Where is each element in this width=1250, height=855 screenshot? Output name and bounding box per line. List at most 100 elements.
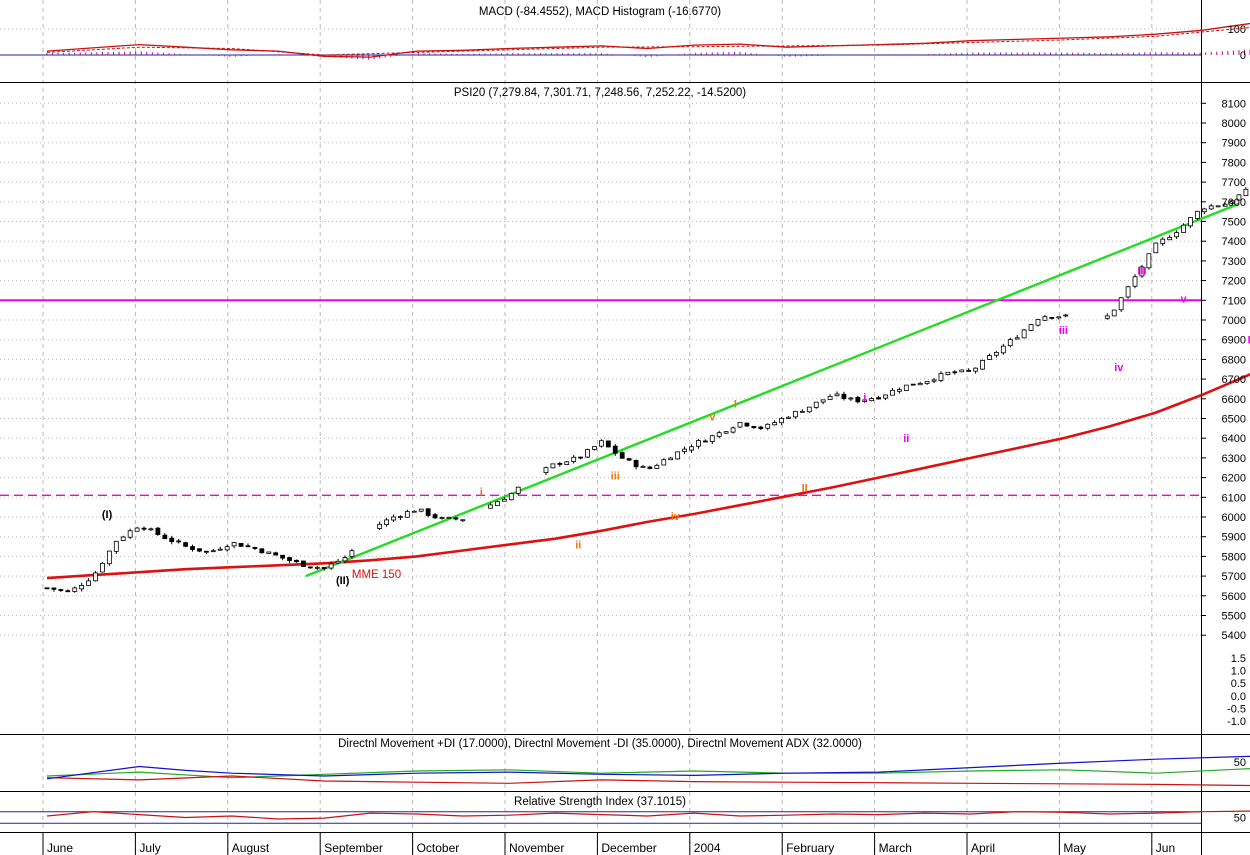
candle-body xyxy=(238,543,244,547)
candle-body xyxy=(231,542,237,547)
candle-body xyxy=(848,397,854,400)
candle-body xyxy=(1236,194,1242,201)
candle-body xyxy=(404,511,410,518)
candle-body xyxy=(696,440,701,447)
month-label: March xyxy=(879,841,912,855)
indicator-scale-label: 1.5 xyxy=(1231,653,1246,665)
ema-150-line xyxy=(46,372,1250,580)
candle-body xyxy=(605,440,611,448)
candle-body xyxy=(668,457,674,461)
candle-body xyxy=(169,537,175,543)
candle-body xyxy=(335,560,341,564)
price-panel: MME 150 xyxy=(0,187,1250,593)
candle-body xyxy=(495,501,500,506)
candle-body xyxy=(384,519,389,525)
candle-body xyxy=(550,463,556,469)
indicator-scale-label: 0.0 xyxy=(1231,691,1246,703)
candle-body xyxy=(44,587,50,590)
trend-line xyxy=(305,202,1240,578)
candle-body xyxy=(203,550,209,553)
candle-body xyxy=(418,508,424,512)
candle-body xyxy=(1229,200,1235,204)
candle-body xyxy=(294,559,299,563)
month-label: July xyxy=(139,841,160,855)
y-tick-label: 6500 xyxy=(1222,414,1246,426)
wave-label: iv xyxy=(1114,362,1124,374)
y-tick-label: 6100 xyxy=(1222,492,1246,504)
candle-body xyxy=(79,584,85,590)
candle-body xyxy=(1063,314,1069,317)
candle-body xyxy=(980,360,985,370)
candle-body xyxy=(890,389,895,396)
y-tick-label: 7800 xyxy=(1222,157,1246,169)
candle-body xyxy=(841,393,847,400)
y-tick-label: 7000 xyxy=(1222,315,1246,327)
candle-body xyxy=(1049,317,1055,319)
macd-line xyxy=(46,22,1250,58)
candle-body xyxy=(391,516,396,521)
candle-body xyxy=(592,446,597,450)
candle-body xyxy=(806,406,812,413)
candle-body xyxy=(259,548,265,554)
candle-body xyxy=(820,399,826,403)
month-label: November xyxy=(509,841,564,855)
candle-body xyxy=(973,367,979,372)
y-tick-label: 7100 xyxy=(1222,295,1246,307)
candle-body xyxy=(488,504,493,509)
grid-layer xyxy=(0,0,1201,855)
month-label: October xyxy=(417,841,460,855)
candle-body xyxy=(446,516,452,519)
candle-body xyxy=(1215,205,1221,208)
candle-body xyxy=(779,417,784,424)
candle-body xyxy=(862,399,868,402)
candle-body xyxy=(342,557,348,562)
candle-body xyxy=(176,540,182,543)
candle-body xyxy=(65,590,71,593)
dmi-line-di xyxy=(46,775,1250,787)
y-tick-label: 7200 xyxy=(1222,276,1246,288)
candle-body xyxy=(1000,345,1006,354)
candle-body xyxy=(883,394,888,399)
candle-body xyxy=(377,523,383,529)
candle-body xyxy=(460,519,466,522)
candle-body xyxy=(148,528,154,531)
candle-body xyxy=(966,369,972,372)
candle-body xyxy=(910,383,916,386)
candle-body xyxy=(411,510,417,513)
indicator-scale-label: -0.5 xyxy=(1227,703,1246,715)
wave-label: ii xyxy=(903,433,909,445)
candle-body xyxy=(585,449,590,458)
candle-body xyxy=(702,440,708,443)
month-label: August xyxy=(232,841,270,855)
candle-body xyxy=(834,393,840,397)
candle-body xyxy=(1007,339,1013,347)
candle-body xyxy=(1111,309,1117,317)
month-label: September xyxy=(324,841,383,855)
candle-body xyxy=(647,466,653,469)
candle-body xyxy=(1153,242,1159,254)
candle-body xyxy=(51,587,57,590)
y-tick-label: 7900 xyxy=(1222,138,1246,150)
y-tick-label: 5600 xyxy=(1222,591,1246,603)
month-label: June xyxy=(47,841,73,855)
wave-label: (I) xyxy=(102,509,113,521)
candle-body xyxy=(1104,315,1110,319)
rsi-title: Relative Strength Index (37.1015) xyxy=(514,796,686,808)
candle-body xyxy=(557,463,563,465)
month-label: 2004 xyxy=(694,841,721,855)
dmi-line-di xyxy=(46,768,1250,779)
y-tick-label: 8000 xyxy=(1222,118,1246,130)
y-tick-label: 6600 xyxy=(1222,394,1246,406)
y-tick-label: 6000 xyxy=(1222,512,1246,524)
wave-label: v xyxy=(709,411,716,423)
candle-body xyxy=(245,545,251,548)
y-tick-label: 5700 xyxy=(1222,571,1246,583)
y-tick-label: 6900 xyxy=(1222,335,1246,347)
candle-body xyxy=(287,557,292,561)
candle-body xyxy=(100,562,105,573)
y-tick-label: 7500 xyxy=(1222,217,1246,229)
candle-body xyxy=(217,548,223,551)
candle-body xyxy=(314,566,320,569)
candle-body xyxy=(751,425,757,429)
